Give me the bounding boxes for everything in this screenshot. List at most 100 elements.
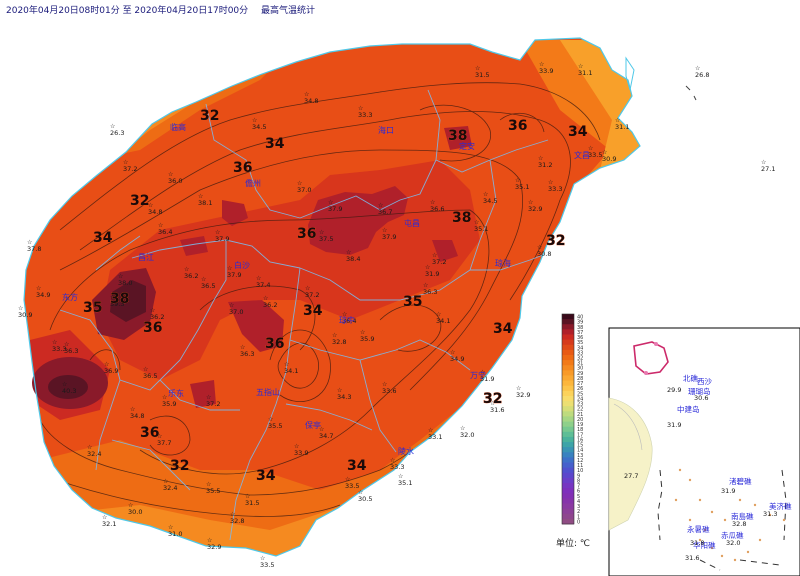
inset-place-label: 渚碧礁	[729, 476, 752, 486]
legend-level-label: 33	[577, 350, 583, 356]
reef-dot	[710, 546, 714, 550]
legend-swatch	[562, 447, 574, 453]
legend-swatch	[562, 375, 574, 381]
station-value: 36.3	[64, 347, 78, 355]
station-marker-icon: ☆	[761, 159, 766, 166]
station-value: 33.3	[548, 185, 562, 193]
isotherm-label: 32	[170, 458, 189, 474]
station-value: 34.7	[319, 432, 333, 440]
legend-level-label: 5	[577, 494, 580, 500]
legend-level-label: 27	[577, 381, 583, 387]
station-value: 32.9	[528, 205, 542, 213]
station-value: 31.9	[480, 375, 494, 383]
station-value: 34.9	[450, 355, 464, 363]
station-marker-icon: ☆	[578, 63, 583, 70]
legend-swatch	[562, 406, 574, 412]
station-marker-icon: ☆	[268, 416, 273, 423]
isotherm-label: 36	[143, 320, 162, 336]
station-marker-icon: ☆	[52, 339, 57, 346]
legend-unit-label: 单位: ℃	[556, 537, 590, 549]
isotherm-label: 32	[130, 193, 149, 209]
station-marker-icon: ☆	[110, 294, 115, 301]
station-marker-icon: ☆	[87, 444, 92, 451]
city-label: 琼海	[495, 258, 511, 268]
station-value: 32.4	[163, 484, 177, 492]
station-marker-icon: ☆	[110, 123, 115, 130]
isotherm-lines	[29, 82, 601, 517]
station-marker-icon: ☆	[474, 219, 479, 226]
station-value: 37.2	[305, 291, 319, 299]
legend-level-label: 11	[577, 463, 583, 469]
legend-level-label: 0	[577, 519, 580, 525]
legend-colorbar: 4039383736353433323130292827262524232221…	[561, 313, 583, 525]
legend-swatch	[562, 344, 574, 351]
station-marker-icon: ☆	[537, 244, 542, 251]
station-value: 35.1	[398, 479, 412, 487]
inset-station-value: 32.8	[732, 520, 746, 528]
station-marker-icon: ☆	[615, 117, 620, 124]
station-marker-icon: ☆	[480, 369, 485, 376]
station-value: 33.1	[428, 433, 442, 441]
reef-dot	[720, 554, 724, 558]
inset-station-value: 31.9	[667, 421, 681, 429]
station-value: 37.0	[297, 186, 311, 194]
inset-station-value: 31.8	[690, 539, 704, 547]
station-marker-icon: ☆	[227, 265, 232, 272]
station-value: 38.1	[198, 199, 212, 207]
station-value: 26.8	[695, 71, 709, 79]
legend-swatch	[562, 324, 574, 330]
station-marker-icon: ☆	[260, 555, 265, 562]
station-value: 34.5	[252, 123, 266, 131]
station-marker-icon: ☆	[602, 149, 607, 156]
station-marker-icon: ☆	[215, 229, 220, 236]
station-value: 36.6	[430, 205, 444, 213]
station-marker-icon: ☆	[436, 311, 441, 318]
reef-dot	[768, 513, 772, 517]
isotherm-label: 36	[233, 160, 252, 176]
isotherm-label: 36	[140, 425, 159, 441]
station-marker-icon: ☆	[62, 381, 67, 388]
station-value: 37.2	[206, 400, 220, 408]
station-value: 37.9	[328, 205, 342, 213]
station-marker-icon: ☆	[123, 159, 128, 166]
station-value: 31.1	[578, 69, 592, 77]
inset-place-label: 北礁	[683, 373, 698, 383]
isotherm-label: 36	[297, 226, 316, 242]
station-marker-icon: ☆	[460, 425, 465, 432]
station-marker-icon: ☆	[157, 433, 162, 440]
legend-level-label: 3	[577, 504, 580, 510]
station-marker-icon: ☆	[206, 481, 211, 488]
legend-swatch	[562, 442, 574, 448]
legend-level-label: 13	[577, 453, 583, 459]
station-value: 31.5	[245, 499, 259, 507]
legend-level-label: 36	[577, 335, 583, 341]
city-label: 保亭	[305, 420, 321, 430]
station-value: 33.9	[539, 67, 553, 75]
station-marker-icon: ☆	[328, 199, 333, 206]
station-value: 32.9	[207, 543, 221, 551]
reef-dot	[674, 498, 678, 502]
station-marker-icon: ☆	[516, 385, 521, 392]
isotherm-label: 32	[546, 233, 565, 249]
station-value: 30.5	[358, 495, 372, 503]
legend-swatch	[562, 370, 574, 376]
station-marker-icon: ☆	[378, 202, 383, 209]
station-value: 33.6	[382, 387, 396, 395]
station-marker-icon: ☆	[382, 381, 387, 388]
reef-dot	[738, 498, 742, 502]
station-marker-icon: ☆	[27, 239, 32, 246]
reef-dot	[703, 528, 707, 532]
legend-swatch	[562, 390, 574, 397]
station-marker-icon: ☆	[450, 349, 455, 356]
legend-swatch	[562, 354, 574, 361]
station-marker-icon: ☆	[304, 91, 309, 98]
legend-level-label: 39	[577, 320, 583, 326]
legend-level-label: 10	[577, 468, 583, 474]
station-marker-icon: ☆	[240, 344, 245, 351]
station-marker-icon: ☆	[390, 457, 395, 464]
station-value: 37.4	[256, 281, 270, 289]
reef-dot	[698, 498, 702, 502]
legend-swatch	[562, 339, 574, 346]
station-marker-icon: ☆	[588, 145, 593, 152]
inset-place-label: 华阳礁	[693, 540, 716, 550]
